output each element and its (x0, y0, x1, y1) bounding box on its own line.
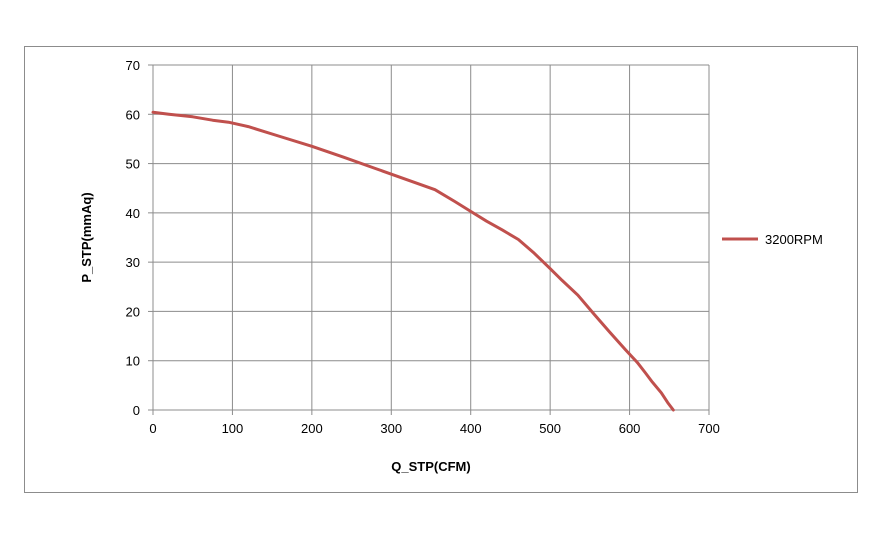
y-tick-label: 70 (126, 58, 140, 73)
y-tick-label: 60 (126, 107, 140, 122)
x-tick-label: 200 (301, 421, 323, 436)
x-tick-label: 600 (619, 421, 641, 436)
y-tick-label: 20 (126, 304, 140, 319)
x-tick-label: 0 (149, 421, 156, 436)
x-tick-label: 500 (539, 421, 561, 436)
legend-label: 3200RPM (765, 232, 823, 247)
y-tick-label: 50 (126, 157, 140, 172)
x-tick-label: 100 (222, 421, 244, 436)
y-axis-title: P_STP(mmAq) (79, 192, 94, 282)
y-tick-label: 30 (126, 255, 140, 270)
x-tick-label: 400 (460, 421, 482, 436)
x-tick-label: 300 (380, 421, 402, 436)
x-tick-label: 700 (698, 421, 720, 436)
series-line-0 (151, 110, 675, 412)
y-tick-label: 10 (126, 354, 140, 369)
y-tick-label: 40 (126, 206, 140, 221)
y-tick-label: 0 (133, 403, 140, 418)
chart-frame: 0 10 20 30 40 50 60 70 0 100 200 300 400 500 600 700 Q_S… (24, 46, 858, 493)
x-axis-title: Q_STP(CFM) (391, 459, 470, 474)
